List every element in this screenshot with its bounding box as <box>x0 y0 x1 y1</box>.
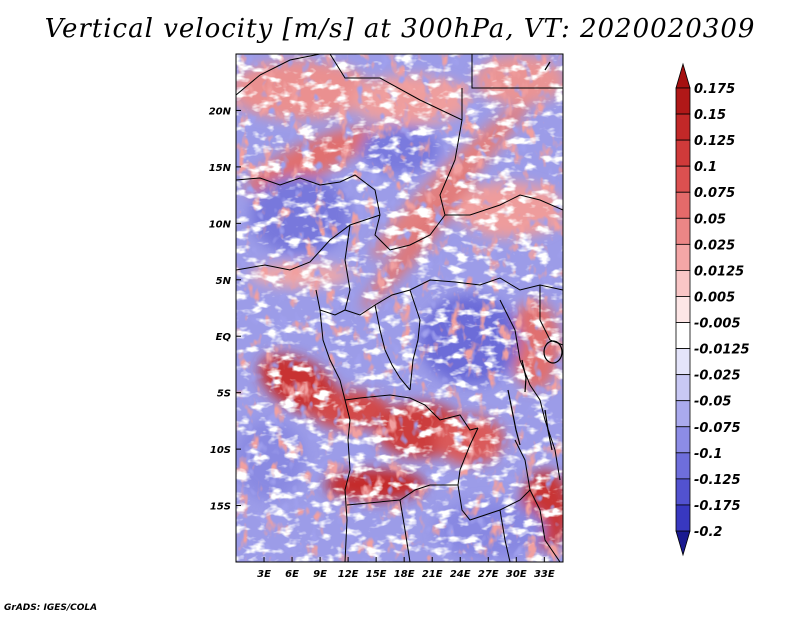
colorbar-box <box>675 243 691 271</box>
colorbar: 0.175 0.15 0.125 0.1 0.075 0.05 0.025 0.0125 0.0… <box>675 62 750 557</box>
colorbar-label: -0.05 <box>694 395 731 410</box>
colorbar-label: -0.005 <box>694 317 741 332</box>
colorbar-box <box>675 452 691 480</box>
map-frame <box>235 53 564 563</box>
colorbar-box <box>675 400 691 428</box>
colorbar-box <box>675 165 691 193</box>
colorbar-box <box>675 191 691 219</box>
colorbar-top-arrow <box>675 62 691 89</box>
colorbar-box <box>675 374 691 402</box>
colorbar-label: 0.075 <box>694 186 735 201</box>
lat-tick-label: 5N <box>216 276 232 287</box>
colorbar-label: -0.025 <box>694 369 741 384</box>
lakes <box>507 61 563 451</box>
lon-tick-label: 18E <box>394 569 415 580</box>
colorbar-label: 0.175 <box>694 82 735 97</box>
colorbar-label: 0.0125 <box>694 264 744 279</box>
lat-tick-label: 5S <box>217 389 231 400</box>
colorbar-box <box>675 139 691 167</box>
longitude-ticks: 3E 6E 9E 12E 15E 18E 21E 24E 27E 30E 33E <box>257 557 555 580</box>
lat-tick-label: 10N <box>209 219 232 230</box>
colorbar-label: 0.025 <box>694 238 735 253</box>
colorbar-box <box>675 87 691 115</box>
colorbar-label: 0.125 <box>694 134 735 149</box>
colorbar-box <box>675 296 691 323</box>
colorbar-label: -0.175 <box>694 499 741 514</box>
colorbar-box <box>675 348 691 376</box>
colorbar-box <box>675 113 691 141</box>
colorbar-box <box>675 270 691 297</box>
colorbar-label: -0.125 <box>694 473 741 488</box>
lon-tick-label: 33E <box>534 569 555 580</box>
colorbar-label: -0.1 <box>694 447 722 462</box>
country-borders <box>236 54 563 562</box>
lon-tick-label: 27E <box>478 569 499 580</box>
lon-tick-label: 30E <box>506 569 527 580</box>
colorbar-label: -0.0125 <box>694 343 750 358</box>
lat-tick-label: 10S <box>210 445 231 456</box>
colorbar-label: -0.2 <box>694 525 722 540</box>
lon-tick-label: 3E <box>257 569 271 580</box>
colorbar-label: 0.1 <box>694 160 717 175</box>
lon-tick-label: 9E <box>313 569 327 580</box>
lon-tick-label: 6E <box>285 569 299 580</box>
colorbar-label: -0.075 <box>694 421 741 436</box>
colorbar-label: 0.005 <box>694 290 735 305</box>
lat-tick-label: EQ <box>216 332 232 343</box>
colorbar-label: 0.15 <box>694 108 726 123</box>
lon-tick-label: 12E <box>338 569 359 580</box>
map-title: Vertical velocity [m/s] at 300hPa, VT: 2… <box>44 14 756 44</box>
colorbar-box <box>675 504 691 532</box>
colorbar-box <box>675 426 691 454</box>
lon-tick-label: 24E <box>450 569 471 580</box>
lon-tick-label: 15E <box>366 569 387 580</box>
lat-tick-label: 15S <box>210 502 231 513</box>
colorbar-label: 0.05 <box>694 212 726 227</box>
colorbar-bottom-arrow <box>675 530 691 557</box>
colorbar-box <box>675 478 691 506</box>
colorbar-box <box>675 217 691 245</box>
grads-credit: GrADS: IGES/COLA <box>4 603 98 613</box>
lat-tick-label: 20N <box>209 106 232 117</box>
lon-tick-label: 21E <box>422 569 443 580</box>
colorbar-box <box>675 322 691 349</box>
velocity-field <box>236 54 563 562</box>
latitude-ticks: 20N 15N 10N 5N EQ 5S 10S 15S <box>209 106 241 513</box>
lat-tick-label: 15N <box>209 163 232 174</box>
